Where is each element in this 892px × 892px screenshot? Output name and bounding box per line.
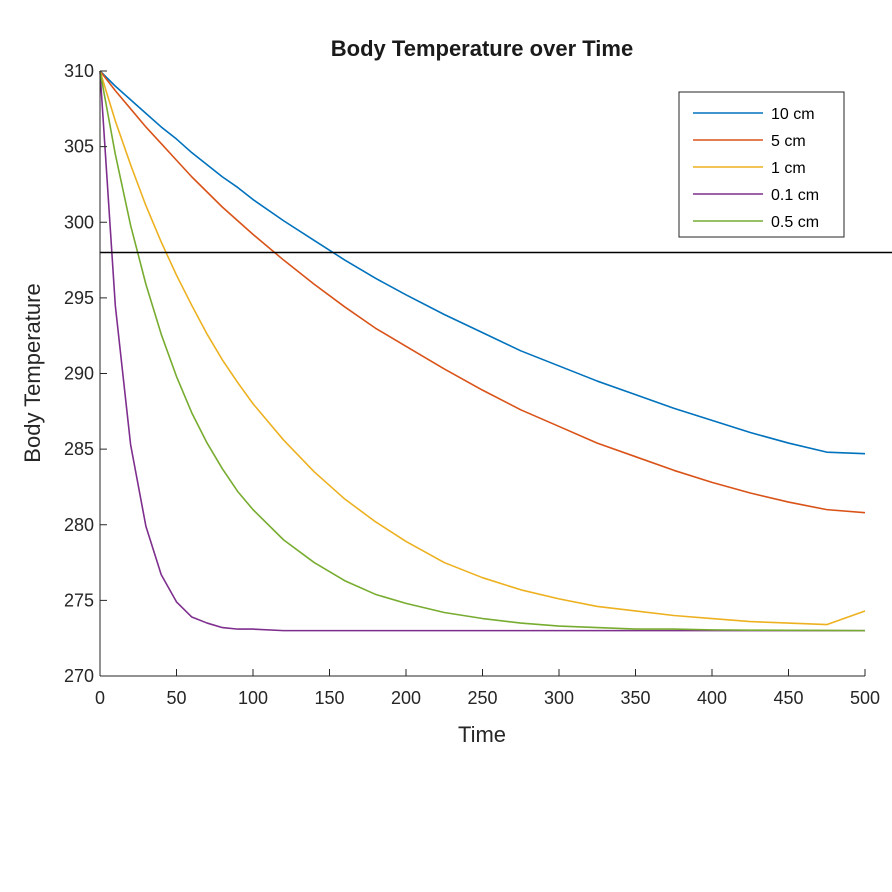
x-tick-label: 250: [467, 688, 497, 708]
y-tick-label: 285: [64, 439, 94, 459]
legend-label: 0.5 cm: [771, 214, 819, 231]
x-tick-label: 50: [166, 688, 186, 708]
series-line-0: [99, 70, 866, 455]
y-axis-label: Body Temperature: [20, 283, 45, 462]
series-line-2: [99, 70, 866, 626]
x-tick-label: 500: [850, 688, 880, 708]
x-tick-label: 100: [238, 688, 268, 708]
y-tick-label: 280: [64, 515, 94, 535]
y-tick-label: 290: [64, 364, 94, 384]
x-tick-label: 150: [314, 688, 344, 708]
y-tick-label: 305: [64, 137, 94, 157]
series-line-3: [99, 70, 865, 632]
y-tick-label: 300: [64, 212, 94, 232]
series-layer: [99, 70, 866, 632]
x-tick-label: 0: [95, 688, 105, 708]
y-tick-label: 275: [64, 590, 94, 610]
legend-label: 0.1 cm: [771, 187, 819, 204]
legend: 10 cm 5 cm 1 cm 0.1 cm 0.5 cm: [678, 91, 845, 238]
legend-label: 5 cm: [771, 133, 806, 150]
x-tick-label: 200: [391, 688, 421, 708]
series-line-4: [99, 70, 866, 632]
x-tick-label: 300: [544, 688, 574, 708]
legend-label: 10 cm: [771, 106, 815, 123]
legend-label: 1 cm: [771, 160, 806, 177]
y-tick-label: 295: [64, 288, 94, 308]
y-tick-label: 270: [64, 666, 94, 686]
x-tick-label: 400: [697, 688, 727, 708]
chart-title: Body Temperature over Time: [331, 36, 633, 61]
x-axis-label: Time: [458, 722, 506, 747]
y-tick-label: 310: [64, 61, 94, 81]
x-tick-label: 450: [773, 688, 803, 708]
x-tick-label: 350: [620, 688, 650, 708]
legend-box: [678, 91, 845, 238]
series-line-1: [99, 70, 866, 514]
axes-layer: 0 50 100 150 200 250 300 350 400 450 500 270 275 280 2…: [64, 61, 880, 708]
